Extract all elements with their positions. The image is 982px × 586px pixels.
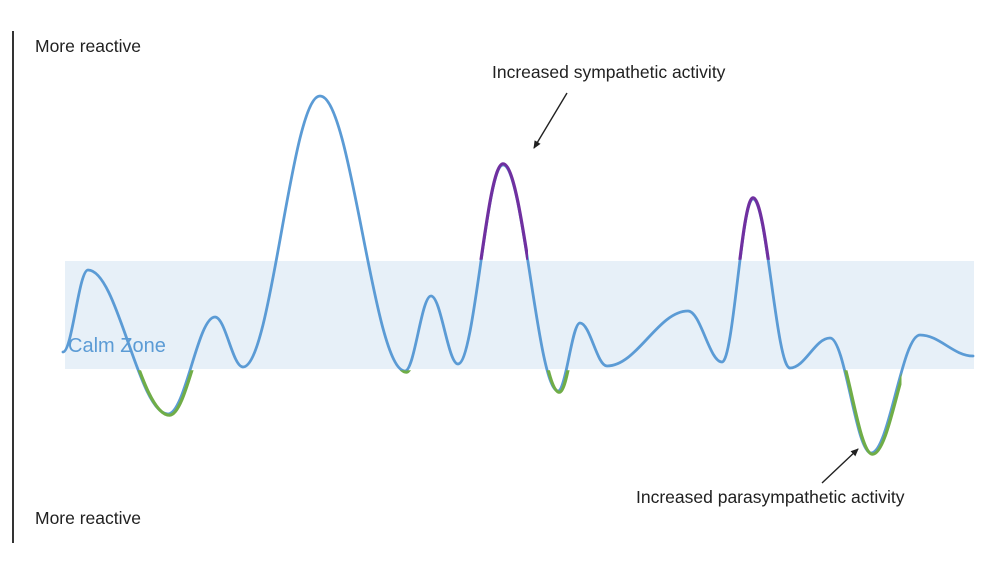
sympathetic-highlights bbox=[479, 162, 770, 260]
calm-zone-label: Calm Zone bbox=[68, 335, 166, 357]
sympathetic-annotation-label: Increased sympathetic activity bbox=[492, 62, 726, 82]
more-reactive-top-label: More reactive bbox=[35, 36, 141, 56]
calm-zone-band bbox=[65, 261, 974, 369]
parasympathetic-annotation-arrow bbox=[821, 448, 859, 484]
sympathetic-annotation-arrow bbox=[533, 92, 568, 149]
more-reactive-bottom-label: More reactive bbox=[35, 508, 141, 528]
sympathetic-highlight-segment bbox=[479, 162, 528, 260]
annotation-arrows bbox=[533, 92, 859, 484]
parasympathetic-annotation-label: Increased parasympathetic activity bbox=[636, 487, 905, 507]
